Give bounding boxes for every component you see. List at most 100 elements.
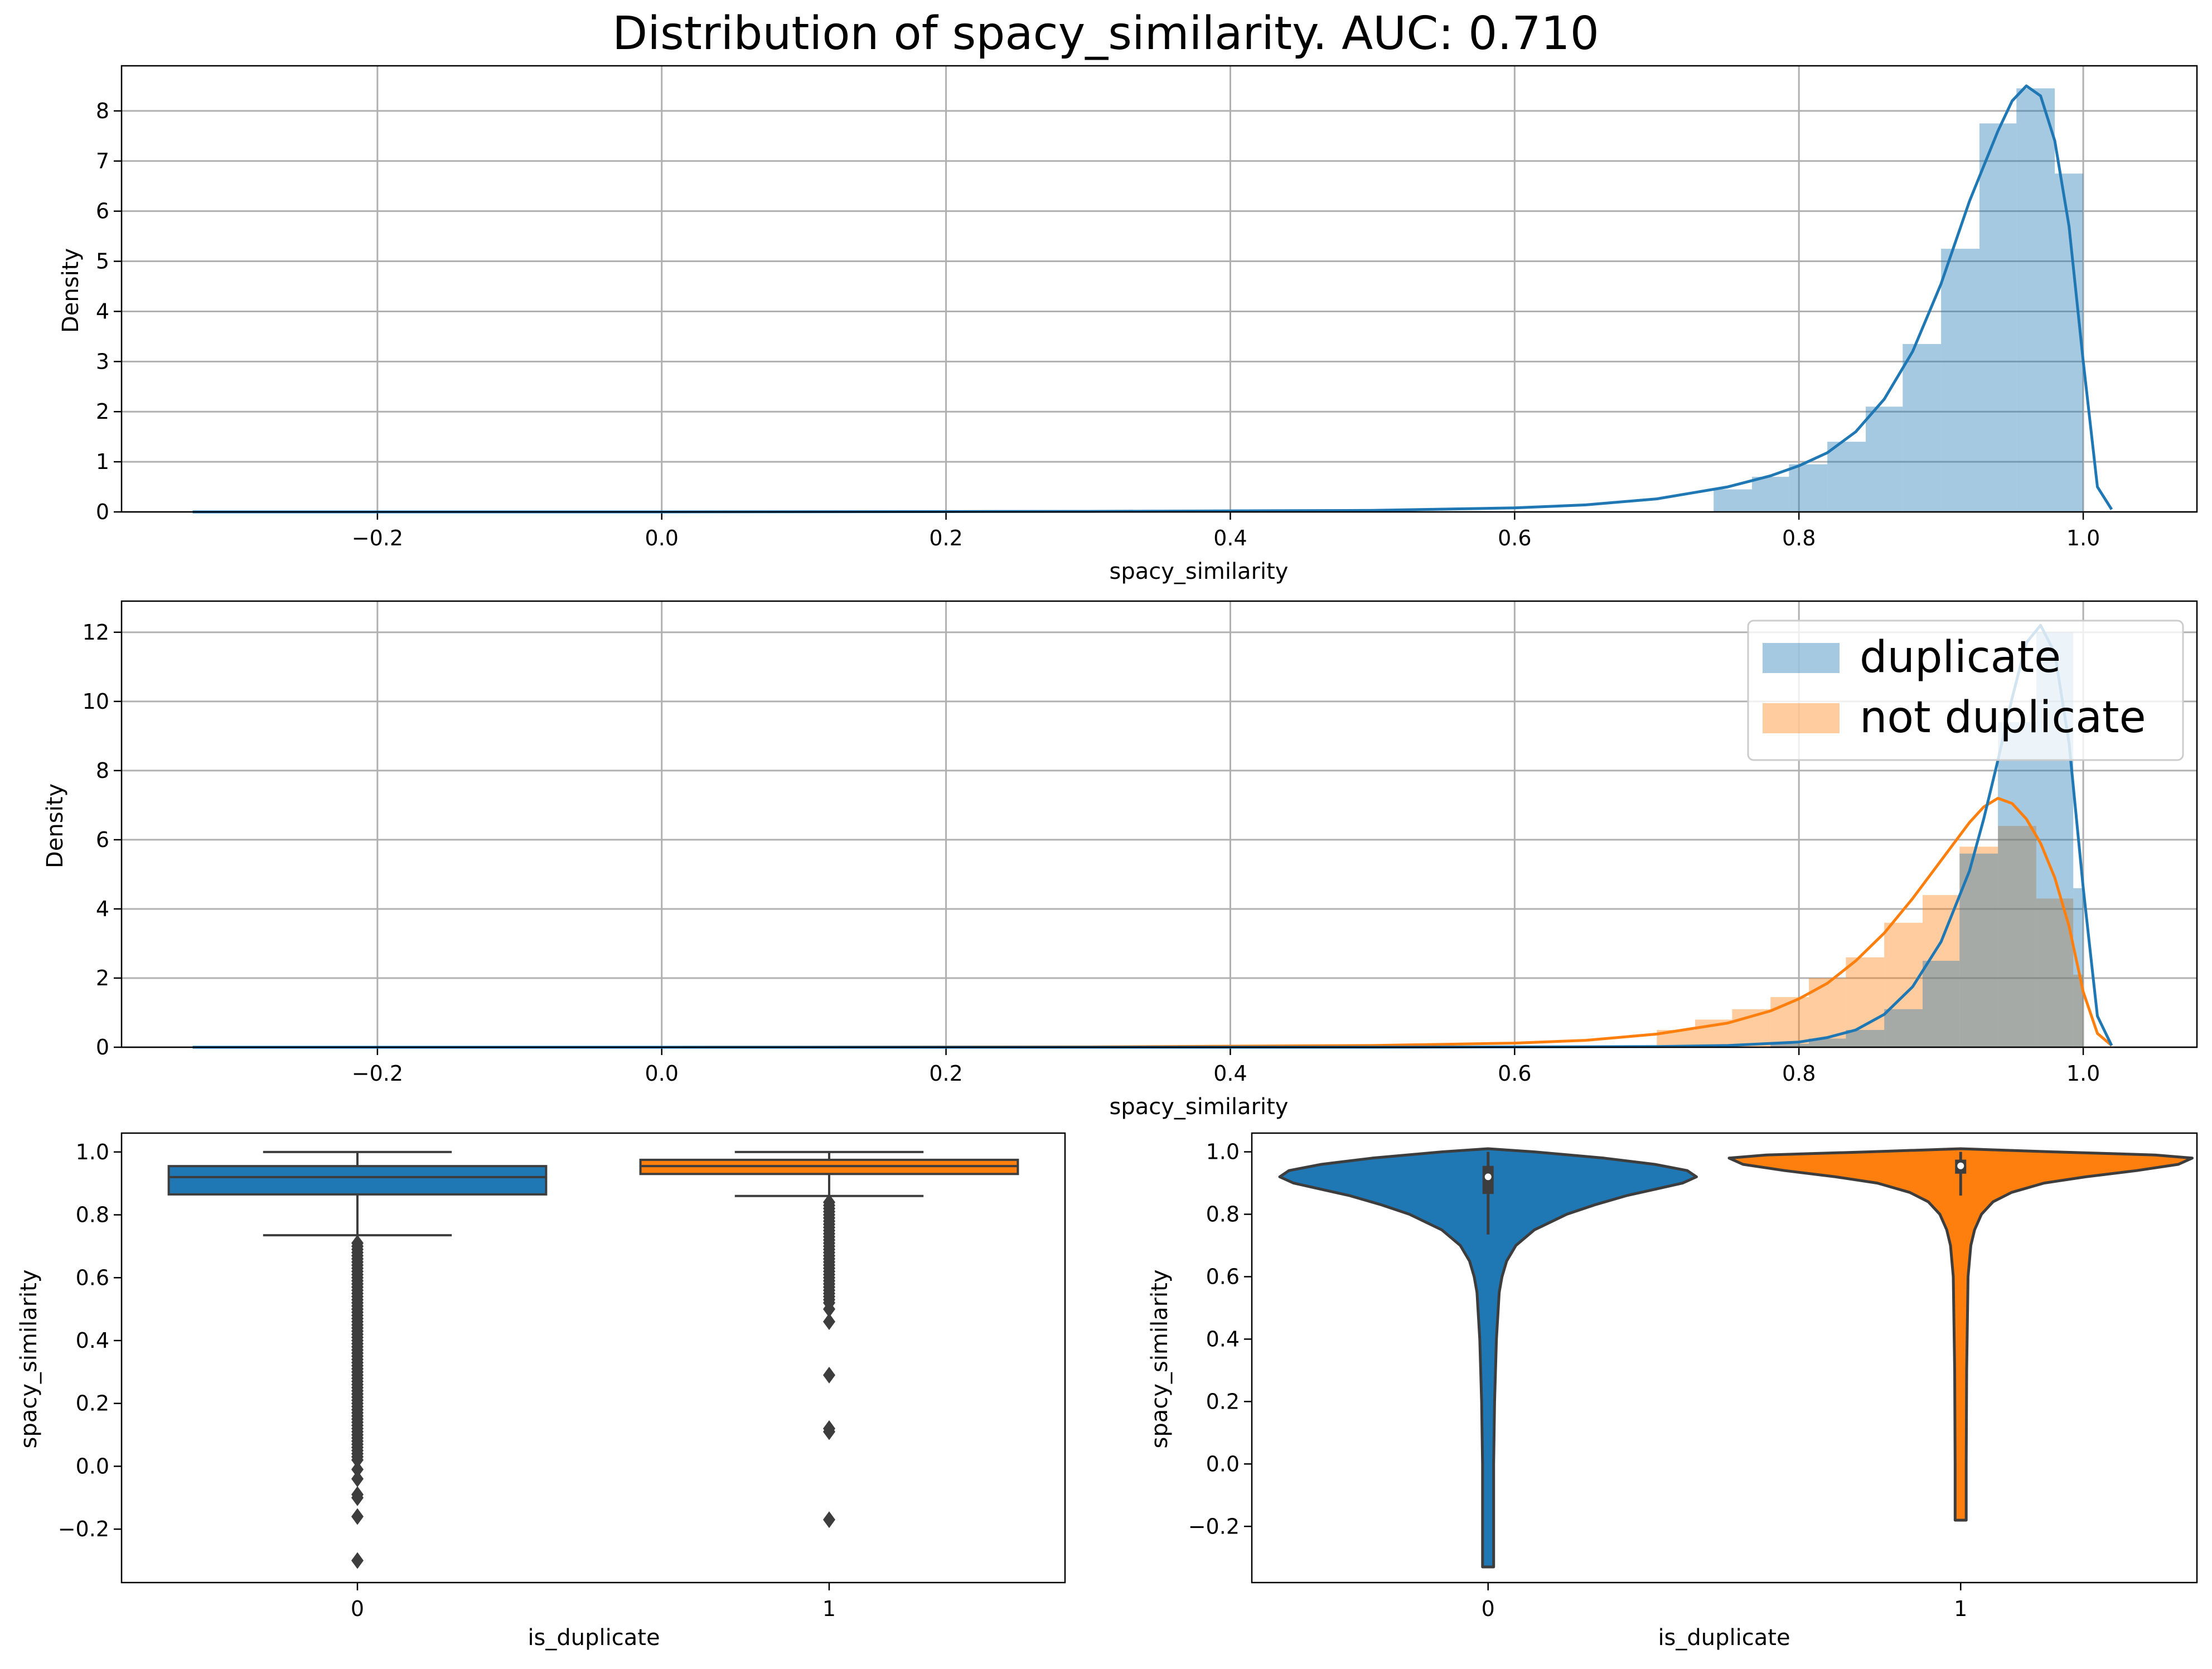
panel2-xlabel: spacy_similarity	[1110, 1094, 1289, 1120]
p2-series-1-bar-3	[1884, 1009, 1923, 1047]
p3-outlier-1-32	[823, 1194, 835, 1211]
p2-xtick-label-0: −0.2	[352, 1061, 403, 1086]
p3-xtick-label-0: 0	[351, 1597, 364, 1621]
p1-ytick-label-7: 7	[96, 149, 109, 173]
p3-box-0-body	[167, 1165, 548, 1196]
p3-outlier-0-75	[351, 1552, 364, 1569]
p3-axes-frame	[120, 1132, 1066, 1584]
p1-kde-line	[192, 84, 2113, 514]
p4-ytick-label-3: 0.4	[1206, 1327, 1240, 1351]
p3-ytick-label-4: 0.6	[76, 1265, 109, 1290]
panel4-xlabel: is_duplicate	[1658, 1625, 1790, 1651]
p2-legend-label-0: duplicate	[1860, 632, 2061, 683]
p2-ytick-label-0: 0	[96, 1035, 109, 1060]
panel-all-distribution: spacy_similarity Density −0.2 0.0 0.2 0.4 0.…	[58, 65, 2198, 584]
p2-xtick-label-4: 0.6	[1498, 1061, 1531, 1086]
p4-violin-1	[1727, 1147, 2194, 1522]
p2-series-0-bar-7	[1922, 895, 1960, 1047]
p3-ytick-label-2: 0.2	[76, 1391, 109, 1416]
p1-bar-3	[1827, 442, 1866, 512]
p2-series-1-bar-6	[1998, 722, 2036, 1047]
p3-outlier-0-70	[351, 1461, 364, 1478]
p1-bar-2	[1789, 464, 1828, 512]
p3-outlier-1-34	[823, 1313, 835, 1331]
p2-legend-swatch-0	[1763, 643, 1840, 673]
p4-ytick-label-4: 0.6	[1206, 1264, 1240, 1289]
p2-series-1-bar-0	[1770, 1043, 1809, 1047]
p1-bar-8	[2016, 88, 2055, 512]
p2-legend-swatch-1	[1763, 703, 1840, 733]
p3-ytick-label-3: 0.4	[76, 1328, 109, 1353]
p2-ytick-label-5: 10	[83, 689, 109, 714]
p3-outlier-1-38	[823, 1511, 835, 1528]
p1-bar-5	[1903, 344, 1942, 512]
p4-violin-1-median	[1957, 1162, 1964, 1169]
p4-axes-frame	[1251, 1132, 2198, 1584]
p2-series-1-bar-5	[1959, 853, 1998, 1047]
p4-ytick-label-5: 0.8	[1206, 1202, 1240, 1227]
p4-xtick-label-1: 1	[1954, 1597, 1967, 1621]
p1-bar-1	[1752, 477, 1789, 512]
p3-ytick-label-5: 0.8	[76, 1203, 109, 1227]
p2-axes-frame	[120, 600, 2198, 1048]
p2-series-0-bar-11	[2073, 974, 2084, 1047]
p2-series-1-bar-1	[1809, 1038, 1846, 1047]
p2-xtick-label-3: 0.4	[1213, 1061, 1247, 1086]
p2-ytick-label-3: 6	[96, 828, 109, 852]
p3-box-0	[167, 1150, 548, 1237]
p1-bar-6	[1941, 249, 1979, 512]
p2-series-0-bar-3	[1770, 997, 1809, 1047]
panel3-xlabel: is_duplicate	[527, 1625, 660, 1651]
p1-xtick-label-5: 0.8	[1782, 526, 1816, 550]
panel1-ylabel: Density	[58, 248, 84, 333]
p3-outlier-0-73	[351, 1489, 364, 1506]
panel1-xlabel: spacy_similarity	[1110, 559, 1289, 584]
p4-ytick-label-2: 0.2	[1206, 1389, 1240, 1414]
p3-outlier-0-71	[351, 1470, 364, 1487]
p2-ytick-label-1: 2	[96, 966, 109, 990]
p1-axes-frame	[120, 65, 2198, 513]
p2-xtick-label-2: 0.2	[929, 1061, 962, 1086]
p3-ytick-label-0: −0.2	[58, 1517, 109, 1541]
p3-outlier-1-37	[823, 1420, 835, 1437]
p2-series-0-histogram	[1657, 826, 2084, 1047]
p1-bar-7	[1979, 123, 2017, 512]
p1-xtick-label-4: 0.6	[1498, 526, 1531, 550]
p2-ytick-label-6: 12	[83, 620, 109, 645]
panel-violinplot: is_duplicate spacy_similarity −0.2 0.0 0.2…	[1147, 1132, 2198, 1651]
p2-series-0-bar-2	[1732, 1009, 1771, 1047]
p3-outlier-0-69	[351, 1235, 364, 1252]
p3-outliers-1	[823, 1194, 835, 1528]
p1-ytick-label-5: 5	[96, 249, 109, 274]
panel2-ylabel: Density	[42, 783, 68, 868]
p3-xtick-label-1: 1	[822, 1597, 836, 1621]
p2-legend-box	[1747, 620, 2184, 761]
p1-ytick-label-8: 8	[96, 99, 109, 123]
p2-legend-label-1: not duplicate	[1860, 693, 2146, 743]
p2-ytick-label-2: 4	[96, 897, 109, 921]
p4-ytick-label-6: 1.0	[1206, 1140, 1240, 1164]
p1-xtick-label-6: 1.0	[2066, 526, 2100, 550]
p2-ytick-label-4: 8	[96, 758, 109, 783]
p1-xtick-label-0: −0.2	[352, 526, 403, 550]
p1-ytick-label-4: 4	[96, 299, 109, 323]
figure-title: Distribution of spacy_similarity. AUC: 0…	[612, 7, 1599, 60]
p2-series-1-bar-4	[1922, 960, 1960, 1047]
panel4-ylabel: spacy_similarity	[1147, 1270, 1173, 1449]
p1-ytick-label-0: 0	[96, 500, 109, 524]
p1-xtick-label-2: 0.2	[929, 526, 962, 550]
p3-ytick-label-6: 1.0	[76, 1140, 109, 1164]
p2-series-0-bar-6	[1884, 922, 1923, 1047]
p4-xtick-label-0: 0	[1482, 1597, 1495, 1621]
p3-ytick-label-1: 0.0	[76, 1454, 109, 1478]
p2-legend: duplicate not duplicate	[1747, 620, 2184, 761]
p3-outlier-1-35	[823, 1367, 835, 1383]
p2-xtick-label-1: 0.0	[645, 1061, 679, 1086]
p3-outlier-1-33	[823, 1300, 835, 1318]
p1-ytick-label-2: 2	[96, 399, 109, 424]
p3-outliers-0	[351, 1235, 364, 1569]
p2-series-0-kde-line	[192, 797, 2113, 1049]
p1-bar-0	[1714, 489, 1753, 512]
p4-violin-0	[1278, 1147, 1698, 1569]
